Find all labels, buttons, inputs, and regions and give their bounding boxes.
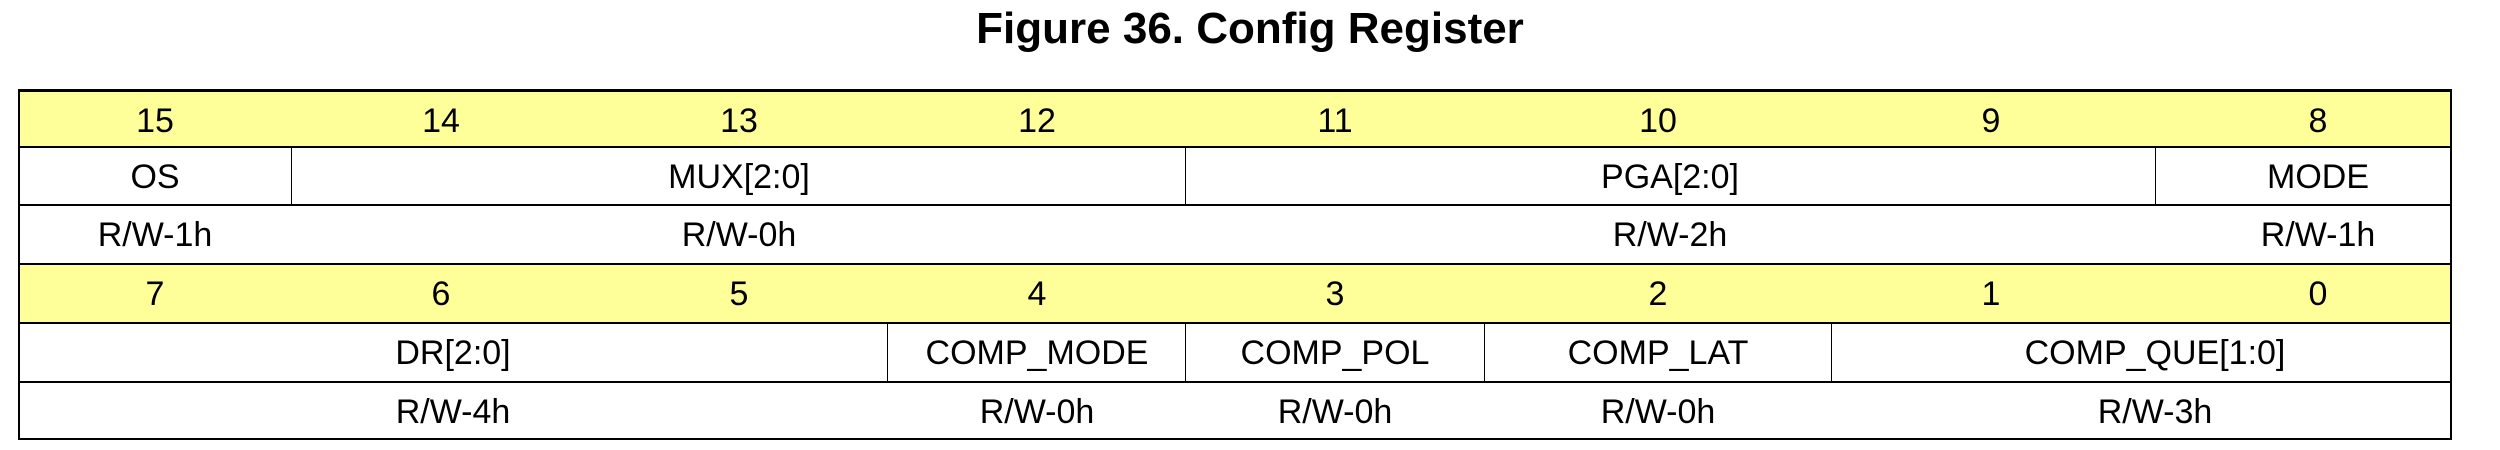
field-pga: PGA[2:0] <box>1601 158 1739 196</box>
field-divider <box>2155 148 2156 204</box>
access-comp-que: R/W-3h <box>2097 393 2213 431</box>
bit-number: 0 <box>2308 275 2328 313</box>
bit-number: 8 <box>2308 102 2328 140</box>
low-bit-numbers-row: 7 6 5 4 3 2 1 0 <box>18 265 2452 324</box>
bit-number: 2 <box>1648 275 1668 313</box>
field-divider <box>1831 324 1832 381</box>
high-bit-numbers-row: 15 14 13 12 11 10 9 8 <box>18 89 2452 148</box>
bit-number: 9 <box>1981 102 2001 140</box>
bit-number: 7 <box>145 275 165 313</box>
field-mode: MODE <box>2267 158 2369 196</box>
access-mux: R/W-0h <box>681 216 797 254</box>
field-divider <box>887 324 888 381</box>
bit-number: 4 <box>1027 275 1047 313</box>
field-comp-mode: COMP_MODE <box>925 334 1149 372</box>
access-comp-pol: R/W-0h <box>1277 393 1393 431</box>
field-dr: DR[2:0] <box>395 334 511 372</box>
access-comp-mode: R/W-0h <box>979 393 1095 431</box>
access-mode: R/W-1h <box>2260 216 2376 254</box>
bit-number: 13 <box>720 102 758 140</box>
field-comp-que: COMP_QUE[1:0] <box>2024 334 2286 372</box>
access-comp-lat: R/W-0h <box>1600 393 1716 431</box>
field-divider <box>1484 324 1485 381</box>
bit-number: 11 <box>1317 102 1353 140</box>
access-pga: R/W-2h <box>1612 216 1728 254</box>
bit-number: 10 <box>1639 102 1677 140</box>
field-mux: MUX[2:0] <box>668 158 810 196</box>
field-divider <box>291 148 292 204</box>
bit-number: 6 <box>431 275 451 313</box>
bit-number: 15 <box>136 102 174 140</box>
access-dr: R/W-4h <box>395 393 511 431</box>
high-field-names-row: OS MUX[2:0] PGA[2:0] MODE <box>18 148 2452 206</box>
access-os: R/W-1h <box>97 216 213 254</box>
low-access-row: R/W-4h R/W-0h R/W-0h R/W-0h R/W-3h <box>18 383 2452 440</box>
field-comp-pol: COMP_POL <box>1240 334 1430 372</box>
field-divider <box>1185 324 1186 381</box>
bit-number: 3 <box>1325 275 1345 313</box>
figure-title: Figure 36. Config Register <box>976 4 1524 53</box>
bit-number: 5 <box>729 275 749 313</box>
low-field-names-row: DR[2:0] COMP_MODE COMP_POL COMP_LAT COMP… <box>18 324 2452 383</box>
high-access-row: R/W-1h R/W-0h R/W-2h R/W-1h <box>18 206 2452 265</box>
bit-number: 14 <box>422 102 460 140</box>
field-os: OS <box>130 158 180 196</box>
field-divider <box>1185 148 1186 204</box>
field-comp-lat: COMP_LAT <box>1567 334 1749 372</box>
bit-number: 1 <box>1981 275 2001 313</box>
bit-number: 12 <box>1018 102 1056 140</box>
